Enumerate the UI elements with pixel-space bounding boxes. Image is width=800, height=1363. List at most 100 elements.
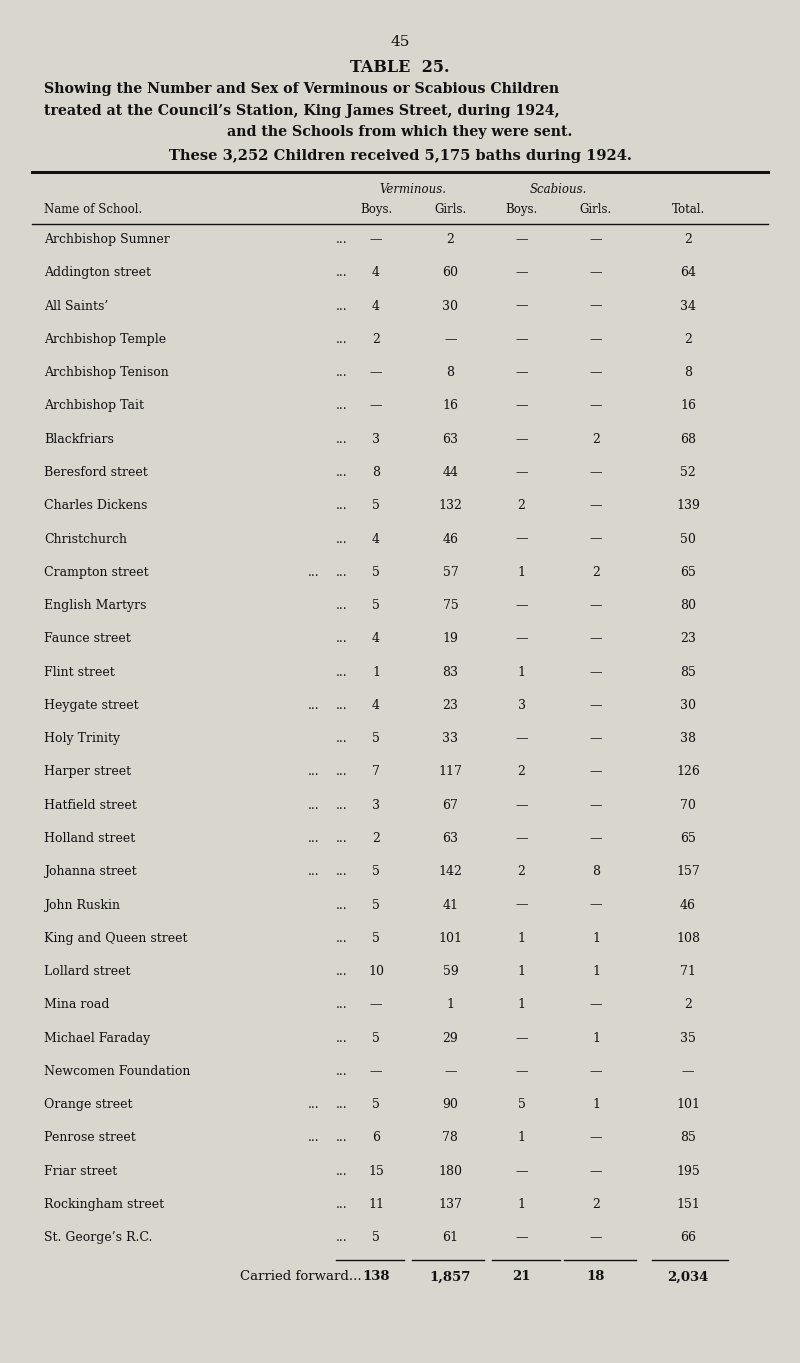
Text: ...: ... — [336, 632, 348, 645]
Text: Newcomen Foundation: Newcomen Foundation — [44, 1065, 190, 1078]
Text: Faunce street: Faunce street — [44, 632, 130, 645]
Text: ...: ... — [336, 533, 348, 545]
Text: 151: 151 — [676, 1198, 700, 1212]
Text: —: — — [444, 1065, 457, 1078]
Text: 2: 2 — [592, 432, 600, 446]
Text: —: — — [515, 466, 528, 478]
Text: —: — — [515, 300, 528, 312]
Text: —: — — [590, 898, 602, 912]
Text: 139: 139 — [676, 499, 700, 512]
Text: 8: 8 — [684, 367, 692, 379]
Text: 65: 65 — [680, 831, 696, 845]
Text: —: — — [515, 799, 528, 812]
Text: 66: 66 — [680, 1231, 696, 1244]
Text: 8: 8 — [446, 367, 454, 379]
Text: 2,034: 2,034 — [667, 1270, 709, 1284]
Text: Name of School.: Name of School. — [44, 203, 142, 217]
Text: ...: ... — [336, 399, 348, 413]
Text: ...: ... — [336, 499, 348, 512]
Text: 70: 70 — [680, 799, 696, 812]
Text: —: — — [590, 766, 602, 778]
Text: 41: 41 — [442, 898, 458, 912]
Text: Archbishop Tenison: Archbishop Tenison — [44, 367, 169, 379]
Text: 5: 5 — [372, 566, 380, 579]
Text: ...: ... — [336, 367, 348, 379]
Text: These 3,252 Children received 5,175 baths during 1924.: These 3,252 Children received 5,175 bath… — [169, 149, 631, 162]
Text: —: — — [515, 1165, 528, 1178]
Text: —: — — [590, 399, 602, 413]
Text: ...: ... — [336, 932, 348, 945]
Text: ...: ... — [336, 699, 348, 711]
Text: 5: 5 — [372, 600, 380, 612]
Text: Archbishop Temple: Archbishop Temple — [44, 333, 166, 346]
Text: ...: ... — [336, 333, 348, 346]
Text: 1: 1 — [518, 998, 526, 1011]
Text: 1: 1 — [518, 665, 526, 679]
Text: —: — — [515, 533, 528, 545]
Text: 63: 63 — [442, 831, 458, 845]
Text: —: — — [515, 266, 528, 279]
Text: —: — — [590, 799, 602, 812]
Text: 5: 5 — [372, 1231, 380, 1244]
Text: —: — — [590, 1065, 602, 1078]
Text: —: — — [515, 333, 528, 346]
Text: TABLE  25.: TABLE 25. — [350, 59, 450, 75]
Text: ...: ... — [336, 898, 348, 912]
Text: 101: 101 — [676, 1099, 700, 1111]
Text: —: — — [370, 1065, 382, 1078]
Text: 1: 1 — [372, 665, 380, 679]
Text: 2: 2 — [592, 1198, 600, 1212]
Text: 29: 29 — [442, 1032, 458, 1044]
Text: —: — — [370, 367, 382, 379]
Text: ...: ... — [336, 1032, 348, 1044]
Text: 1: 1 — [592, 1099, 600, 1111]
Text: 1: 1 — [518, 932, 526, 945]
Text: ...: ... — [308, 1131, 320, 1145]
Text: ...: ... — [336, 665, 348, 679]
Text: 132: 132 — [438, 499, 462, 512]
Text: 1: 1 — [592, 932, 600, 945]
Text: St. George’s R.C.: St. George’s R.C. — [44, 1231, 152, 1244]
Text: —: — — [590, 1131, 602, 1145]
Text: ...: ... — [336, 1198, 348, 1212]
Text: Showing the Number and Sex of Verminous or Scabious Children: Showing the Number and Sex of Verminous … — [44, 82, 559, 95]
Text: 195: 195 — [676, 1165, 700, 1178]
Text: 33: 33 — [442, 732, 458, 746]
Text: Boys.: Boys. — [506, 203, 538, 217]
Text: 2: 2 — [684, 233, 692, 247]
Text: —: — — [590, 233, 602, 247]
Text: Johanna street: Johanna street — [44, 866, 137, 878]
Text: Blackfriars: Blackfriars — [44, 432, 114, 446]
Text: —: — — [515, 732, 528, 746]
Text: and the Schools from which they were sent.: and the Schools from which they were sen… — [227, 125, 573, 139]
Text: 1: 1 — [592, 965, 600, 979]
Text: 2: 2 — [518, 499, 526, 512]
Text: 5: 5 — [372, 499, 380, 512]
Text: ...: ... — [308, 866, 320, 878]
Text: King and Queen street: King and Queen street — [44, 932, 187, 945]
Text: 11: 11 — [368, 1198, 384, 1212]
Text: ...: ... — [308, 566, 320, 579]
Text: ...: ... — [308, 831, 320, 845]
Text: 8: 8 — [372, 466, 380, 478]
Text: ...: ... — [308, 766, 320, 778]
Text: 15: 15 — [368, 1165, 384, 1178]
Text: 59: 59 — [442, 965, 458, 979]
Text: English Martyrs: English Martyrs — [44, 600, 146, 612]
Text: 4: 4 — [372, 300, 380, 312]
Text: John Ruskin: John Ruskin — [44, 898, 120, 912]
Text: —: — — [590, 1231, 602, 1244]
Text: —: — — [515, 632, 528, 645]
Text: Beresford street: Beresford street — [44, 466, 148, 478]
Text: 16: 16 — [680, 399, 696, 413]
Text: 1: 1 — [592, 1032, 600, 1044]
Text: —: — — [590, 466, 602, 478]
Text: —: — — [590, 632, 602, 645]
Text: 2: 2 — [372, 831, 380, 845]
Text: —: — — [515, 831, 528, 845]
Text: 38: 38 — [680, 732, 696, 746]
Text: —: — — [515, 1065, 528, 1078]
Text: Michael Faraday: Michael Faraday — [44, 1032, 150, 1044]
Text: treated at the Council’s Station, King James Street, during 1924,: treated at the Council’s Station, King J… — [44, 104, 560, 117]
Text: 35: 35 — [680, 1032, 696, 1044]
